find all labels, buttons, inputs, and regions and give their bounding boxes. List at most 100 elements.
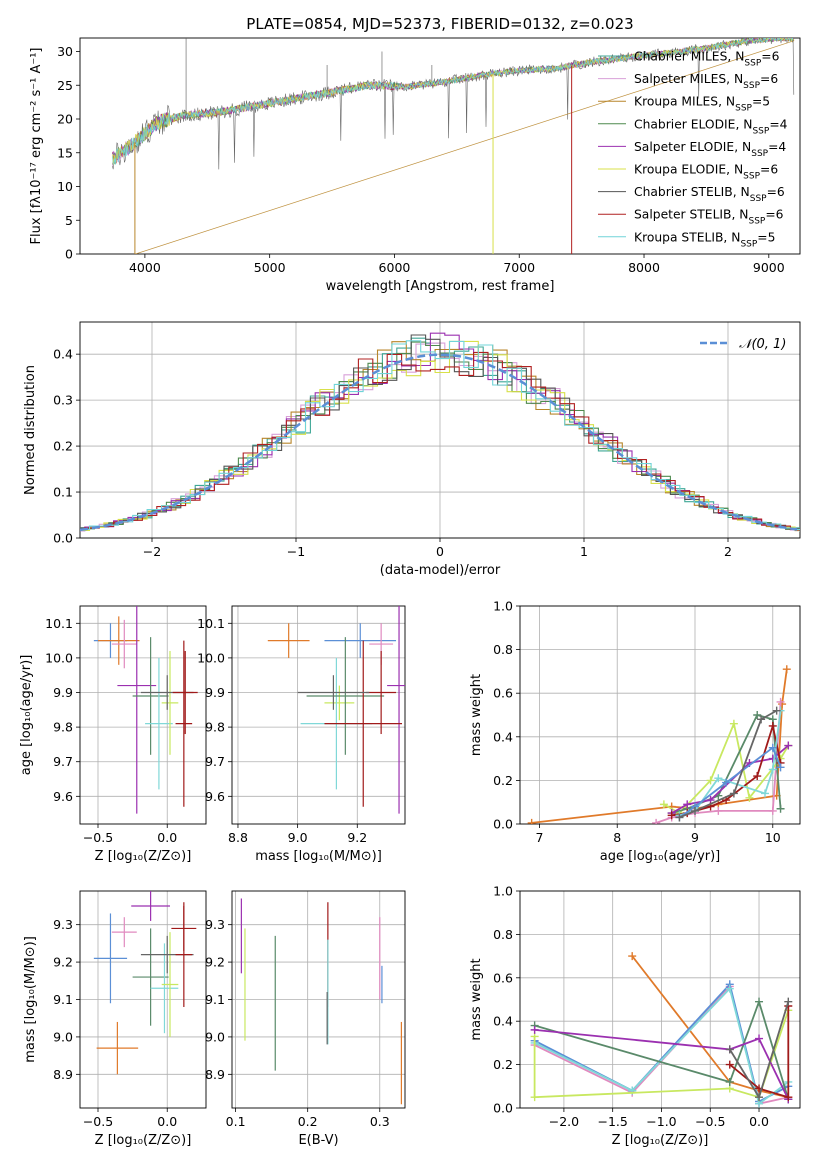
weight-line [729,1006,790,1099]
y-tick-label: 10.0 [45,650,73,665]
mass-age-panel: 8.8 9.0 9.2 9.6 9.7 9.8 9.9 10.0 10.1 mass [log₁₀… [197,605,406,864]
y-tick-label: 0.4 [493,729,513,744]
x-tick-label: 6000 [379,260,411,275]
normal-curve [80,353,798,532]
x-tick-label: 0.3 [370,1114,390,1129]
weight-marker [761,789,769,798]
weight-marker [725,1060,734,1069]
y-tick-label: 9.2 [53,955,73,970]
y-tick-label: 9.0 [205,1029,225,1044]
axes-frame [79,890,207,1109]
x-tick-label: 0.0 [749,1114,769,1129]
legend-entry: Salpeter STELIB, NSSP=6 [634,208,784,227]
y-tick-label: 0.6 [493,686,513,701]
x-tick-label: −1.0 [646,1114,676,1129]
y-tick-label: 8.9 [53,1067,73,1082]
y-tick-label: 10.1 [197,616,225,631]
y-tick-label: 0.1 [53,485,73,500]
y-tick-label: 0.2 [493,773,513,788]
y-axis-label: Normed distribution [23,365,38,495]
plot-area [93,891,197,1075]
spectrum-line-kroupa-stelib [112,38,794,165]
x-axis-label: Z [log₁₀(Z/Z⊙)] [612,1133,709,1148]
plot-area [530,952,793,1108]
x-tick-label: 0 [436,544,444,559]
weight-marker [691,806,699,815]
legend-entry: Chabrier MILES, NSSP=6 [634,50,780,69]
x-axis-label: wavelength [Angstrom, rest frame] [326,279,555,294]
weight-marker [768,806,777,815]
legend-entry: Chabrier STELIB, NSSP=6 [634,185,785,204]
y-tick-label: 0.0 [493,817,513,832]
weight-marker [784,741,793,750]
legend-entry: Kroupa STELIB, NSSP=5 [634,230,775,249]
weights-z-panel: −2.0 −1.5 −1.0 −0.5 0.0 0.0 0.2 0.4 0.6 0.8 1.0 Z [… [469,884,801,1148]
y-axis-label: mass weight [469,958,484,1040]
grid [232,891,405,1108]
y-tick-label: 0.3 [53,393,73,408]
y-axis-label: age [log₁₀(age/yr)] [19,655,34,776]
weight-marker [530,1093,539,1102]
weight-marker [755,1093,764,1102]
y-tick-label: 10.0 [197,650,225,665]
grid [80,606,206,824]
x-axis-label: Z [log₁₀(Z/Z⊙)] [95,849,192,864]
plot-area [80,332,800,532]
x-tick-label: 7 [535,830,543,845]
y-tick-label: 0.6 [493,970,513,985]
weight-line [534,1029,790,1100]
y-tick-label: 9.6 [53,789,73,804]
weight-marker [729,789,738,798]
x-axis-label: (data-model)/error [380,563,501,578]
residuals-panel: −2 −1 0 1 2 0.0 0.1 0.2 0.3 0.4 (data-model)/error… [23,321,801,578]
y-tick-label: 9.3 [205,917,225,932]
weight-marker [776,804,785,813]
y-tick-label: 10.1 [45,616,73,631]
x-tick-label: 5000 [254,260,286,275]
legend-entry: Salpeter MILES, NSSP=6 [634,72,778,91]
x-tick-label: 2 [724,544,732,559]
y-tick-label: 9.3 [53,917,73,932]
weight-marker [768,765,777,774]
weight-marker [729,719,738,728]
x-tick-label: 0.0 [157,1114,177,1129]
x-tick-label: 8 [613,830,621,845]
weight-marker [757,715,766,724]
y-tick-label: 25 [57,78,73,93]
hist-kroupa-elodie [80,340,800,531]
hist-kroupa-stelib [80,340,800,530]
grid [80,891,206,1108]
y-tick-label: 1.0 [493,884,513,899]
x-tick-label: 0.1 [226,1114,246,1129]
weight-marker [628,952,637,961]
x-tick-label: −0.5 [695,1114,725,1129]
y-tick-label: 9.7 [205,754,225,769]
weight-marker [714,806,723,815]
y-axis-label: mass [log₁₀(M/M⊙)] [23,936,38,1063]
x-tick-label: 8000 [628,260,660,275]
axes-frame [519,605,801,825]
x-tick-label: −0.5 [83,1114,113,1129]
axes-frame [79,605,207,825]
weight-marker [776,697,785,706]
axes-frame [231,890,406,1109]
weight-marker [776,763,785,772]
legend-entry: Chabrier ELODIE, NSSP=4 [634,117,788,136]
y-tick-label: 0.8 [493,642,513,657]
x-tick-label: 0.2 [298,1114,318,1129]
x-tick-label: −2 [143,544,161,559]
y-tick-label: 0 [65,247,73,262]
x-tick-label: 9.0 [288,830,308,845]
y-tick-label: 9.1 [53,992,73,1007]
weight-marker [530,1025,539,1034]
legend-entry: Kroupa ELODIE, NSSP=6 [634,163,778,182]
spectrum-legend: Chabrier MILES, NSSP=6 Salpeter MILES, NS… [598,50,788,249]
legend-entry: 𝒩(0, 1) [739,337,786,352]
y-axis-label: Flux [fλ10⁻¹⁷ erg cm⁻² s⁻¹ A⁻¹] [29,48,44,245]
hist-chabrier-stelib [80,334,800,532]
y-tick-label: 1.0 [493,599,513,614]
y-tick-label: 9.0 [53,1029,73,1044]
x-tick-label: 1 [580,544,588,559]
ebv-mass-panel: 0.1 0.2 0.3 8.9 9.0 9.1 9.2 9.3 E(B-V) [205,890,406,1148]
